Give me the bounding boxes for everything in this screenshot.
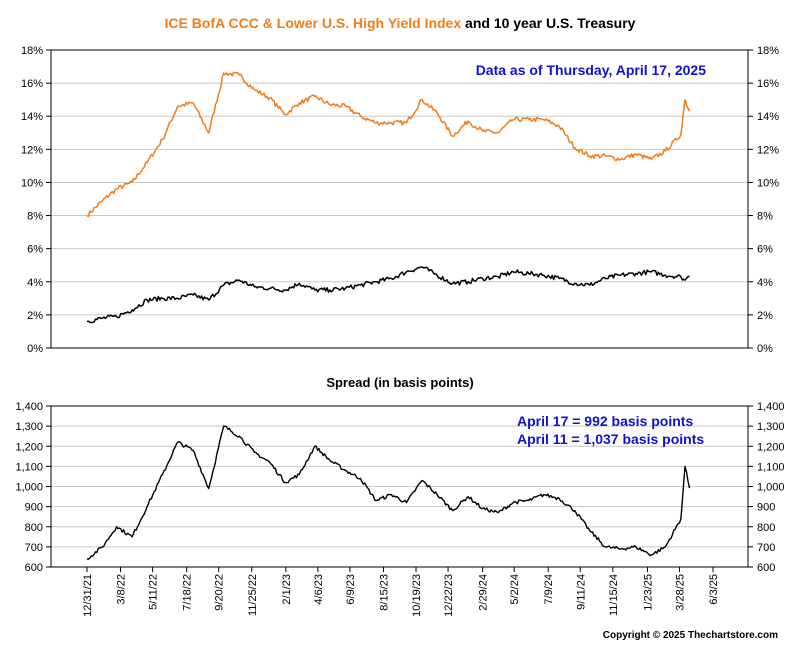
- copyright-text: Copyright © 2025 Thechartstore.com: [603, 630, 778, 641]
- top-chart-left-tick-label: 4%: [27, 277, 43, 289]
- spread-chart-left-tick-label: 600: [25, 562, 43, 574]
- top-chart-left-tick-label: 6%: [27, 244, 43, 256]
- x-axis-tick-label: 6/9/23: [345, 574, 357, 605]
- chart-title-treasury: and 10 year U.S. Treasury: [461, 15, 636, 31]
- spread-chart-right-axis: 600 700 800 900 1,000 1,100 1,200 1,300 1,400: [748, 401, 785, 574]
- top-chart-left-tick-label: 0%: [27, 343, 43, 355]
- top-chart-right-tick-label: 14%: [757, 111, 779, 123]
- top-chart-right-tick-label: 6%: [757, 244, 773, 256]
- x-axis-tick-label: 7/18/22: [182, 574, 194, 611]
- spread-chart-left-tick-label: 1,400: [15, 401, 43, 413]
- x-axis-tick-label: 7/9/24: [543, 574, 555, 605]
- chart-title-ccc: ICE BofA CCC & Lower U.S. High Yield Ind…: [165, 15, 462, 31]
- top-chart-left-tick-label: 18%: [21, 45, 43, 57]
- chart-title: ICE BofA CCC & Lower U.S. High Yield Ind…: [165, 15, 636, 31]
- top-chart-right-tick-label: 8%: [757, 211, 773, 223]
- spread-chart-right-tick-label: 900: [757, 502, 775, 514]
- x-axis-tick-label: 10/19/23: [411, 574, 423, 617]
- spread-chart-right-tick-label: 800: [757, 522, 775, 534]
- x-axis-tick-label: 6/3/25: [708, 574, 720, 605]
- x-axis-tick-label: 3/28/25: [674, 574, 686, 611]
- spread-chart-left-tick-label: 1,300: [15, 421, 43, 433]
- top-chart-right-tick-label: 4%: [757, 277, 773, 289]
- spread-chart-left-tick-label: 1,100: [15, 461, 43, 473]
- top-chart-right-tick-label: 12%: [757, 144, 779, 156]
- spread-chart-series-line-1: [86, 425, 691, 560]
- spread-chart-right-tick-label: 1,400: [757, 401, 785, 413]
- top-chart-gridlines: [51, 82, 748, 316]
- top-chart-right-tick-label: 18%: [757, 45, 779, 57]
- spread-chart-left-tick-label: 1,200: [15, 441, 43, 453]
- x-axis-tick-label: 11/15/24: [608, 574, 620, 616]
- top-chart-left-tick-label: 8%: [27, 211, 43, 223]
- x-axis-tick-label: 8/15/23: [378, 574, 390, 611]
- x-axis-tick-label: 3/8/22: [116, 574, 128, 605]
- top-chart-frame: [50, 49, 749, 349]
- spread-note-april-11: April 11 = 1,037 basis points: [517, 431, 704, 447]
- top-chart-left-tick-label: 16%: [21, 78, 43, 90]
- x-axis-tick-label: 1/23/25: [642, 574, 654, 611]
- x-axis-tick-label: 2/29/24: [478, 574, 490, 611]
- spread-chart-left-axis: 600 700 800 900 1,000 1,100 1,200 1,300 1,400: [15, 401, 51, 574]
- x-axis-tick-label: 9/20/22: [214, 574, 226, 611]
- x-axis-tick-label: 9/11/24: [575, 574, 587, 610]
- x-axis-tick-label: 11/25/22: [247, 574, 259, 616]
- spread-chart-right-tick-label: 1,300: [757, 421, 785, 433]
- spread-chart-right-tick-label: 1,200: [757, 441, 785, 453]
- spread-note-april-17: April 17 = 992 basis points: [517, 413, 693, 429]
- top-chart-right-tick-label: 16%: [757, 78, 779, 90]
- top-chart-left-axis: 0% 2% 4% 6% 8% 10% 12% 14% 16% 18%: [21, 45, 51, 355]
- top-chart-left-tick-label: 2%: [27, 310, 43, 322]
- top-chart-left-tick-label: 10%: [21, 177, 43, 189]
- x-axis-tick-label: 5/11/22: [148, 574, 160, 610]
- x-axis-tick-label: 2/1/23: [281, 574, 293, 605]
- spread-chart-right-tick-label: 1,000: [757, 482, 785, 494]
- spread-chart-right-tick-label: 700: [757, 542, 775, 554]
- spread-chart-right-tick-label: 600: [757, 562, 775, 574]
- x-axis-tick-label: 12/22/23: [443, 574, 455, 617]
- x-axis-tick-label: 5/2/24: [509, 574, 521, 605]
- top-chart-date-note: Data as of Thursday, April 17, 2025: [476, 62, 707, 78]
- spread-chart-x-axis: 12/31/21 3/8/22 5/11/22 7/18/22 9/20/22 11/25…: [82, 567, 720, 617]
- top-chart-series: [86, 71, 691, 324]
- x-axis-tick-label: 12/31/21: [82, 574, 94, 617]
- spread-chart-left-tick-label: 1,000: [15, 482, 43, 494]
- spread-chart-right-tick-label: 1,100: [757, 461, 785, 473]
- top-chart-series-line-2: [86, 266, 690, 324]
- x-axis-tick-label: 4/6/23: [313, 574, 325, 605]
- spread-chart-series: [86, 425, 691, 560]
- top-chart-right-tick-label: 10%: [757, 177, 779, 189]
- top-chart-left-tick-label: 12%: [21, 144, 43, 156]
- top-chart-left-tick-label: 14%: [21, 111, 43, 123]
- top-chart-right-tick-label: 0%: [757, 343, 773, 355]
- top-chart-right-tick-label: 2%: [757, 310, 773, 322]
- top-chart-series-line-1: [86, 71, 691, 218]
- spread-chart-left-tick-label: 900: [25, 502, 43, 514]
- top-chart-right-axis: 0% 2% 4% 6% 8% 10% 12% 14% 16% 18%: [748, 45, 779, 355]
- spread-chart-left-tick-label: 800: [25, 522, 43, 534]
- spread-chart-left-tick-label: 700: [25, 542, 43, 554]
- spread-subtitle: Spread (in basis points): [326, 375, 473, 390]
